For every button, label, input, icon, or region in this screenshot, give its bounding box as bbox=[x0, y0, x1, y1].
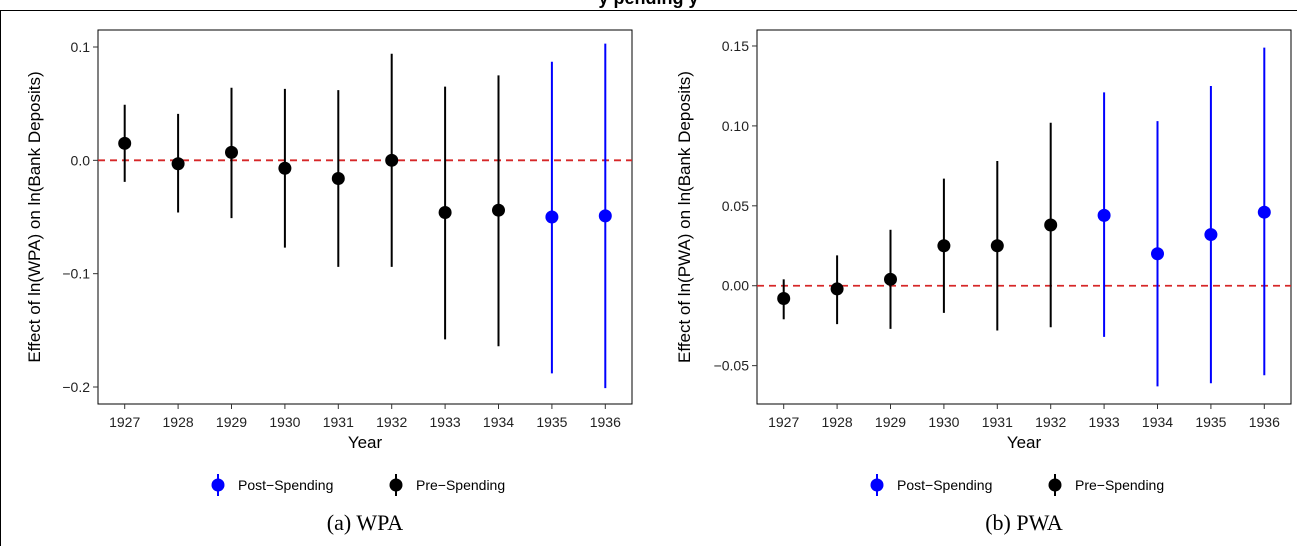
panel-pwa: −0.05 0.00 0.05 0.10 0.15 1927 1928 1929 1930 193… bbox=[675, 29, 1292, 496]
x-tick-label: 1927 bbox=[768, 414, 799, 430]
data-point bbox=[1204, 228, 1218, 242]
x-tick-label: 1934 bbox=[1142, 414, 1173, 430]
plot-border bbox=[756, 29, 1292, 405]
x-tick-label: 1930 bbox=[269, 414, 300, 430]
legend-pre-label: Pre−Spending bbox=[416, 477, 505, 493]
y-tick-label: 0.10 bbox=[722, 118, 749, 134]
data-point bbox=[884, 272, 897, 286]
legend-post-label: Post−Spending bbox=[897, 477, 992, 493]
panel-wpa: −0.2 −0.1 0.0 0.1 1927 1928 1929 1930 1931 1932 19… bbox=[25, 29, 633, 496]
figure-frame-top bbox=[0, 10, 1297, 11]
data-point bbox=[937, 239, 951, 253]
data-point bbox=[990, 239, 1004, 253]
data-point bbox=[278, 161, 292, 175]
legend-post-marker bbox=[211, 478, 225, 492]
y-tick-label: 0.05 bbox=[722, 198, 749, 214]
y-tick-label: 0.0 bbox=[71, 152, 91, 168]
data-point bbox=[1044, 218, 1058, 232]
x-tick-label: 1932 bbox=[376, 414, 407, 430]
data-point bbox=[492, 203, 505, 217]
figure-frame-left bbox=[0, 10, 1, 546]
y-tick-label: 0.1 bbox=[71, 39, 91, 55]
legend-post-label: Post−Spending bbox=[238, 477, 333, 493]
y-tick-label: 0.00 bbox=[722, 278, 749, 294]
data-point bbox=[385, 153, 399, 167]
data-point bbox=[225, 145, 238, 159]
data-point bbox=[171, 157, 185, 171]
x-tick-label: 1930 bbox=[928, 414, 959, 430]
x-tick-label: 1931 bbox=[982, 414, 1013, 430]
x-tick-label: 1934 bbox=[483, 414, 514, 430]
data-point bbox=[1151, 247, 1164, 261]
x-tick-label: 1933 bbox=[430, 414, 461, 430]
data-point bbox=[777, 292, 791, 306]
x-tick-label: 1936 bbox=[590, 414, 621, 430]
y-axis-title: Effect of ln(PWA) on ln(Bank Deposits) bbox=[675, 71, 694, 363]
y-tick-label: −0.1 bbox=[62, 266, 90, 282]
y-tick-label: −0.2 bbox=[62, 379, 90, 395]
x-tick-label: 1929 bbox=[216, 414, 247, 430]
y-axis-title: Effect of ln(WPA) on ln(Bank Deposits) bbox=[25, 71, 44, 362]
y-tick-label: −0.05 bbox=[714, 358, 750, 374]
legend-pre-label: Pre−Spending bbox=[1075, 477, 1164, 493]
plot-border bbox=[97, 29, 633, 405]
data-point bbox=[1097, 208, 1111, 222]
x-tick-label: 1935 bbox=[1195, 414, 1226, 430]
x-tick-label: 1933 bbox=[1089, 414, 1120, 430]
x-tick-label: 1935 bbox=[536, 414, 567, 430]
legend-pre-marker bbox=[389, 478, 403, 492]
legend-pre-marker bbox=[1048, 478, 1062, 492]
y-tick-label: 0.15 bbox=[722, 38, 749, 54]
caption-wpa: (a) WPA bbox=[326, 510, 404, 535]
data-point bbox=[118, 136, 132, 150]
x-tick-label: 1932 bbox=[1035, 414, 1066, 430]
caption-pwa: (b) PWA bbox=[985, 510, 1063, 535]
data-point bbox=[830, 282, 844, 296]
data-point bbox=[438, 205, 452, 219]
x-tick-label: 1928 bbox=[163, 414, 194, 430]
data-point bbox=[598, 209, 612, 223]
x-tick-label: 1929 bbox=[875, 414, 906, 430]
data-point bbox=[331, 171, 345, 185]
x-tick-label: 1931 bbox=[323, 414, 354, 430]
x-tick-label: 1927 bbox=[109, 414, 140, 430]
x-axis-title: Year bbox=[348, 433, 383, 452]
data-point bbox=[1257, 205, 1271, 219]
x-tick-label: 1928 bbox=[822, 414, 853, 430]
legend-post-marker bbox=[870, 478, 884, 492]
x-tick-label: 1936 bbox=[1249, 414, 1280, 430]
data-point bbox=[545, 210, 559, 224]
x-axis-title: Year bbox=[1007, 433, 1042, 452]
page-title-partial: y pending y bbox=[0, 0, 1297, 9]
